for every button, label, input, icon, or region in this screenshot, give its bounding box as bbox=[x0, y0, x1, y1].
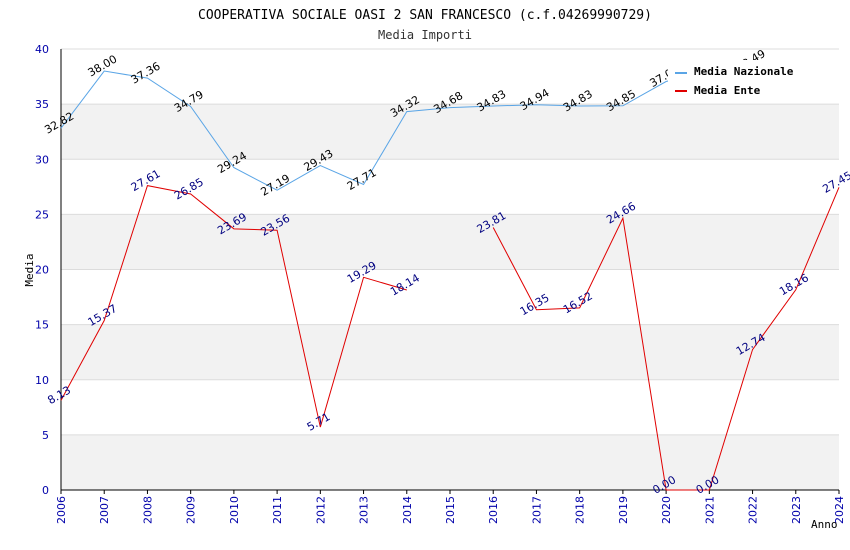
plot-band bbox=[61, 434, 839, 490]
data-label-ente: 16.52 bbox=[561, 289, 595, 316]
data-label-ente: 8.13 bbox=[45, 384, 73, 408]
y-tick-label: 0 bbox=[42, 484, 49, 497]
x-tick-label: 2023 bbox=[790, 496, 803, 524]
plot-band bbox=[61, 104, 839, 160]
chart-subtitle: Media Importi bbox=[378, 28, 472, 42]
data-label-ente: 18.16 bbox=[777, 271, 811, 298]
x-tick-label: 2024 bbox=[833, 496, 846, 524]
y-tick-label: 20 bbox=[35, 264, 49, 277]
y-tick-label: 10 bbox=[35, 374, 49, 387]
y-tick-label: 30 bbox=[35, 153, 49, 166]
x-axis-label: Anno bbox=[811, 518, 838, 531]
x-tick-label: 2012 bbox=[314, 496, 327, 524]
x-tick-label: 2017 bbox=[530, 496, 543, 524]
series-line-ente bbox=[60, 185, 407, 428]
x-tick-label: 2022 bbox=[747, 496, 760, 524]
x-tick-label: 2020 bbox=[660, 496, 673, 524]
x-tick-label: 2016 bbox=[487, 496, 500, 524]
y-tick-label: 35 bbox=[35, 98, 49, 111]
y-tick-label: 15 bbox=[35, 319, 49, 332]
data-label-nazionale: 27.71 bbox=[345, 166, 379, 193]
y-tick-labels: 0 5 10 15 20 25 30 35 40 bbox=[35, 43, 49, 497]
data-label-ente: 27.45 bbox=[820, 169, 850, 196]
x-tick-label: 2006 bbox=[55, 496, 68, 524]
x-tick-label: 2015 bbox=[444, 496, 457, 524]
plot-background-bands bbox=[61, 104, 839, 490]
x-tick-label: 2011 bbox=[271, 496, 284, 524]
chart-title: COOPERATIVA SOCIALE OASI 2 SAN FRANCESCO… bbox=[198, 8, 652, 23]
legend-box bbox=[668, 60, 809, 100]
data-label-ente: 18.14 bbox=[388, 271, 422, 298]
x-tick-label: 2010 bbox=[228, 496, 241, 524]
x-tick-labels: 2006 2007 2008 2009 2010 2011 2012 2013 2014 2015… bbox=[55, 496, 846, 524]
series-line-ente bbox=[492, 187, 840, 491]
plot-band bbox=[61, 324, 839, 380]
data-label-nazionale: 27.19 bbox=[258, 172, 292, 199]
y-tick-label: 25 bbox=[35, 208, 49, 221]
y-tick-label: 5 bbox=[42, 429, 49, 442]
series-line-nazionale bbox=[60, 65, 753, 191]
x-tick-label: 2019 bbox=[617, 496, 630, 524]
y-tick-label: 40 bbox=[35, 43, 49, 56]
data-label-nazionale: 37.36 bbox=[129, 60, 163, 87]
x-tick-label: 2018 bbox=[574, 496, 587, 524]
x-tick-label: 2014 bbox=[401, 496, 414, 524]
x-tick-label: 2021 bbox=[703, 496, 716, 524]
x-tick-label: 2007 bbox=[98, 496, 111, 524]
legend: Media Nazionale Media Ente bbox=[668, 60, 809, 100]
data-label-ente: 26.85 bbox=[172, 175, 206, 202]
legend-label-nazionale: Media Nazionale bbox=[694, 65, 794, 78]
y-axis-label: Media bbox=[23, 253, 36, 286]
x-tick-label: 2008 bbox=[141, 496, 154, 524]
data-label-ente: 16.35 bbox=[518, 291, 552, 318]
data-label-ente: 5.71 bbox=[305, 410, 333, 434]
data-label-nazionale: 38.00 bbox=[86, 53, 120, 80]
x-tick-label: 2013 bbox=[358, 496, 371, 524]
legend-label-ente: Media Ente bbox=[694, 84, 761, 97]
plot-band bbox=[61, 214, 839, 270]
series-lines bbox=[60, 65, 840, 491]
x-tick-label: 2009 bbox=[185, 496, 198, 524]
